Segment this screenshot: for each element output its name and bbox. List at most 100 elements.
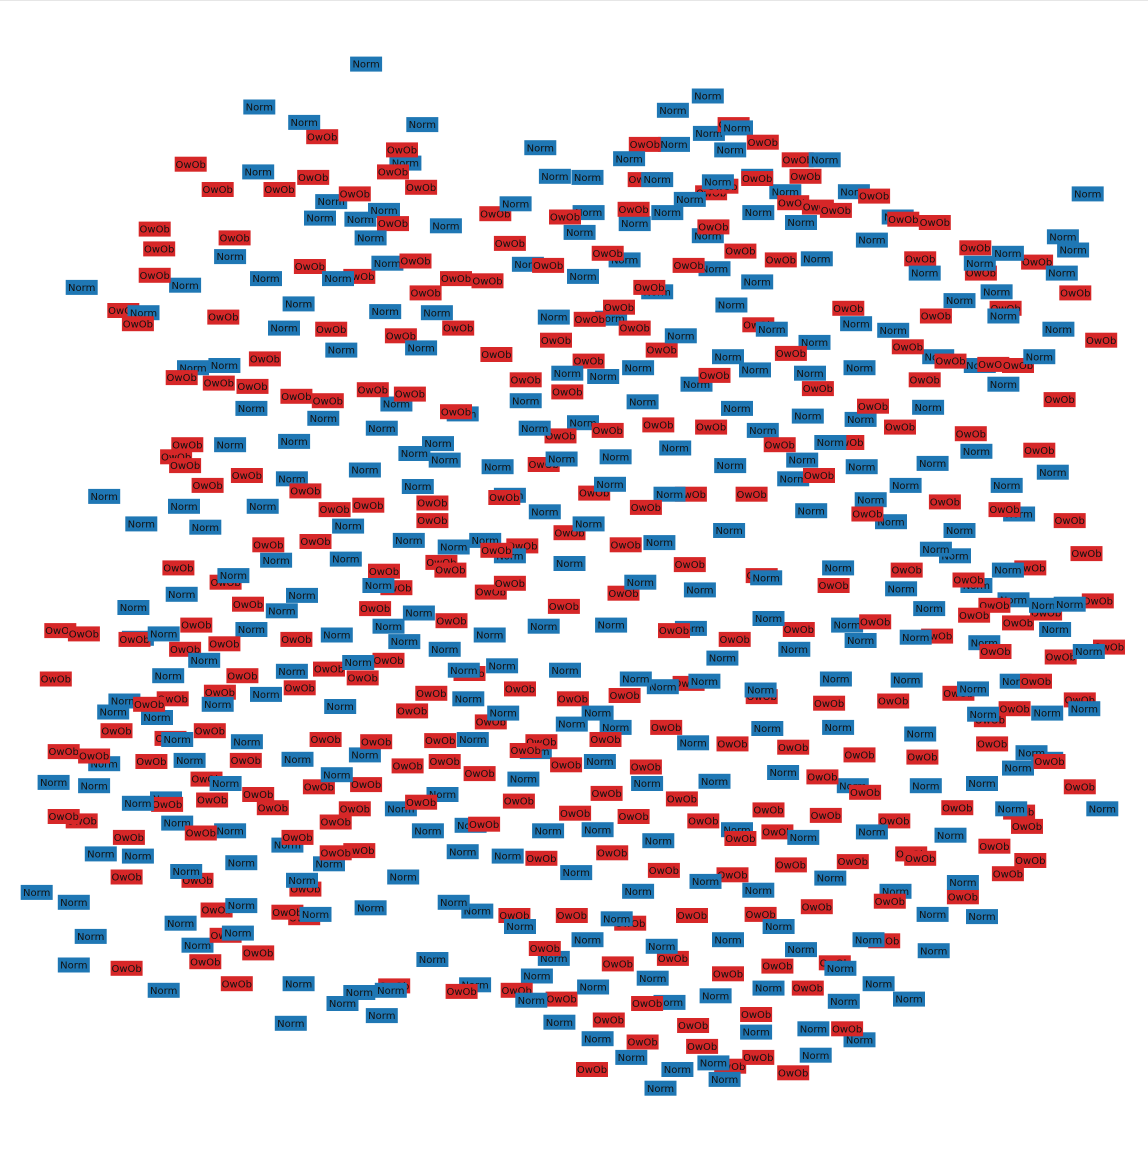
- point-label: Norm: [278, 667, 305, 678]
- point-label: OwOb: [698, 223, 728, 234]
- norm-point: Norm: [65, 279, 98, 295]
- point-label: Norm: [639, 974, 666, 985]
- point-label: OwOb: [340, 804, 370, 815]
- point-label: Norm: [91, 492, 118, 503]
- owob-point: OwOb: [551, 384, 584, 400]
- point-label: OwOb: [1055, 516, 1085, 527]
- norm-point: Norm: [121, 848, 154, 864]
- point-label: Norm: [717, 461, 744, 472]
- point-box: [47, 744, 80, 760]
- point-box: [581, 705, 614, 721]
- point-label: Norm: [268, 606, 295, 617]
- norm-point: Norm: [656, 102, 689, 118]
- norm-point: Norm: [688, 673, 721, 689]
- owob-point: OwOb: [338, 186, 371, 202]
- norm-point: Norm: [708, 1071, 741, 1087]
- owob-point: OwOb: [528, 941, 561, 956]
- owob-point: OwOb: [777, 739, 810, 755]
- owob-point: OwOb: [958, 607, 991, 623]
- point-label: Norm: [285, 300, 312, 311]
- norm-point: Norm: [991, 245, 1024, 261]
- point-label: Norm: [717, 146, 744, 157]
- owob-point: OwOb: [230, 468, 263, 483]
- point-box: [744, 682, 777, 698]
- norm-point: Norm: [274, 1015, 307, 1031]
- point-box: [740, 1007, 773, 1022]
- owob-point: OwOb: [857, 398, 889, 414]
- point-box: [801, 381, 834, 397]
- point-box: [633, 279, 666, 295]
- point-label: Norm: [327, 702, 354, 713]
- norm-point: Norm: [201, 696, 234, 712]
- norm-point: Norm: [1023, 349, 1056, 365]
- point-label: OwOb: [618, 812, 648, 823]
- point-box: [282, 976, 315, 992]
- owob-point: OwOb: [906, 749, 939, 765]
- point-box: [193, 723, 226, 739]
- point-label: Norm: [895, 995, 922, 1006]
- norm-point: Norm: [322, 271, 354, 287]
- point-label: Norm: [824, 564, 851, 575]
- owob-point: OwOb: [763, 437, 796, 453]
- owob-point: OwOb: [647, 862, 680, 878]
- point-label: Norm: [877, 517, 904, 528]
- point-label: OwOb: [281, 392, 311, 403]
- point-label: Norm: [787, 218, 814, 229]
- norm-point: Norm: [1031, 705, 1064, 721]
- point-box: [384, 328, 417, 344]
- point-label: Norm: [994, 566, 1021, 577]
- point-label: OwOb: [821, 206, 851, 217]
- point-label: Norm: [817, 438, 844, 449]
- point-box: [966, 909, 998, 925]
- norm-point: Norm: [288, 114, 321, 130]
- point-box: [587, 369, 620, 384]
- point-box: [677, 1018, 710, 1033]
- owob-point: OwOb: [908, 372, 941, 388]
- point-box: [324, 699, 357, 714]
- norm-point: Norm: [37, 774, 70, 790]
- point-label: OwOb: [960, 243, 990, 254]
- norm-point: Norm: [275, 471, 308, 487]
- norm-point: Norm: [571, 169, 604, 185]
- point-box: [354, 900, 387, 916]
- norm-point: Norm: [613, 151, 646, 167]
- point-box: [350, 777, 383, 793]
- point-box: [452, 691, 485, 707]
- point-box: [909, 778, 942, 794]
- owob-point: OwOb: [918, 215, 951, 230]
- point-label: OwOb: [49, 812, 79, 823]
- point-box: [1070, 546, 1103, 562]
- point-box: [817, 578, 850, 593]
- point-label: Norm: [464, 907, 491, 918]
- point-box: [528, 941, 561, 956]
- point-box: [547, 598, 580, 614]
- owob-point: OwOb: [133, 696, 166, 712]
- point-label: OwOb: [742, 174, 772, 185]
- point-label: Norm: [220, 571, 247, 582]
- owob-point: OwOb: [928, 494, 961, 510]
- point-label: Norm: [238, 404, 265, 415]
- owob-point: OwOb: [741, 171, 774, 186]
- owob-point: OwOb: [346, 670, 379, 686]
- point-box: [862, 976, 895, 992]
- point-box: [808, 152, 841, 168]
- point-box: [744, 906, 777, 922]
- point-box: [752, 611, 785, 626]
- point-box: [777, 1065, 810, 1081]
- point-label: Norm: [597, 621, 624, 632]
- point-box: [225, 898, 258, 914]
- point-label: Norm: [584, 709, 611, 720]
- point-box: [440, 271, 472, 287]
- norm-point: Norm: [943, 293, 976, 309]
- norm-point: Norm: [388, 634, 421, 650]
- point-label: OwOb: [507, 542, 537, 553]
- point-label: OwOb: [942, 803, 972, 814]
- owob-point: OwOb: [716, 867, 749, 883]
- norm-point: Norm: [1039, 622, 1072, 637]
- point-label: Norm: [310, 414, 337, 425]
- point-label: OwOb: [186, 829, 216, 840]
- point-label: OwOb: [210, 578, 240, 589]
- point-box: [904, 251, 937, 267]
- point-label: Norm: [575, 208, 602, 219]
- point-box: [755, 321, 788, 337]
